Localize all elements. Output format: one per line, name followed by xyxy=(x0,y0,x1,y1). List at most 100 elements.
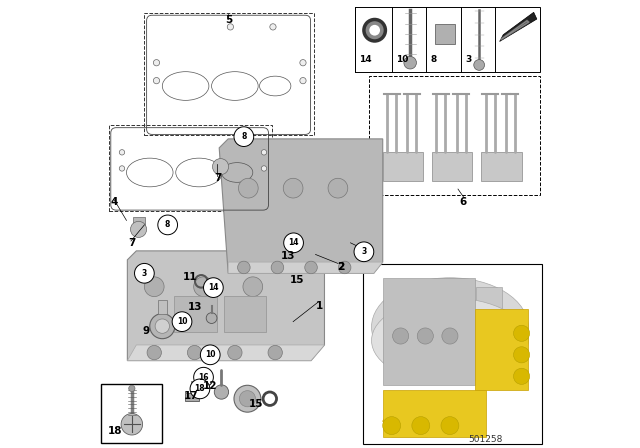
Bar xyxy=(446,287,472,363)
Circle shape xyxy=(134,263,154,283)
Circle shape xyxy=(158,215,177,235)
Circle shape xyxy=(154,78,159,84)
Polygon shape xyxy=(500,20,529,40)
Circle shape xyxy=(131,221,147,237)
Text: 7: 7 xyxy=(128,238,136,248)
Text: 15: 15 xyxy=(289,275,304,285)
Circle shape xyxy=(234,385,261,412)
Bar xyxy=(223,296,266,332)
Circle shape xyxy=(261,166,267,171)
Circle shape xyxy=(194,367,213,387)
Text: 3: 3 xyxy=(361,247,367,256)
Circle shape xyxy=(200,345,220,365)
Bar xyxy=(415,287,442,363)
Circle shape xyxy=(271,261,284,274)
Text: 4: 4 xyxy=(110,198,118,207)
Circle shape xyxy=(119,150,125,155)
Circle shape xyxy=(284,178,303,198)
Text: 17: 17 xyxy=(184,392,199,401)
Circle shape xyxy=(188,345,202,360)
Bar xyxy=(432,152,472,181)
Circle shape xyxy=(145,277,164,297)
Polygon shape xyxy=(228,262,383,273)
Text: 14: 14 xyxy=(208,283,219,292)
Ellipse shape xyxy=(371,278,528,376)
Circle shape xyxy=(239,178,258,198)
Bar xyxy=(355,7,540,72)
Circle shape xyxy=(284,233,303,253)
Text: 14: 14 xyxy=(288,238,299,247)
Circle shape xyxy=(243,277,262,297)
Circle shape xyxy=(474,60,484,70)
Polygon shape xyxy=(127,345,324,361)
Circle shape xyxy=(206,313,217,323)
Text: 10: 10 xyxy=(177,317,188,326)
Polygon shape xyxy=(219,139,383,273)
Text: 8: 8 xyxy=(431,55,437,64)
Circle shape xyxy=(172,312,192,332)
Circle shape xyxy=(513,347,530,363)
Bar xyxy=(369,76,540,195)
Bar xyxy=(132,217,145,229)
Circle shape xyxy=(300,78,306,84)
Bar xyxy=(362,264,541,444)
Text: 13: 13 xyxy=(188,302,203,312)
Text: 3: 3 xyxy=(465,55,472,64)
Bar xyxy=(101,384,163,443)
Circle shape xyxy=(412,417,430,435)
Circle shape xyxy=(364,19,385,41)
Circle shape xyxy=(300,60,306,66)
Circle shape xyxy=(194,277,213,297)
Text: 1: 1 xyxy=(316,301,323,310)
Circle shape xyxy=(155,319,170,333)
Bar xyxy=(385,287,411,363)
Circle shape xyxy=(204,278,223,297)
Circle shape xyxy=(270,24,276,30)
Circle shape xyxy=(369,25,380,36)
Circle shape xyxy=(328,178,348,198)
Text: 18: 18 xyxy=(195,384,205,393)
Circle shape xyxy=(234,127,253,146)
Circle shape xyxy=(404,56,417,69)
Circle shape xyxy=(383,417,401,435)
Circle shape xyxy=(129,385,135,392)
Text: 16: 16 xyxy=(198,373,209,382)
Polygon shape xyxy=(127,251,324,361)
Text: 11: 11 xyxy=(183,272,197,282)
Bar xyxy=(158,300,167,314)
Text: 8: 8 xyxy=(165,220,170,229)
Text: 13: 13 xyxy=(280,251,295,261)
Text: 15: 15 xyxy=(249,399,264,409)
Bar xyxy=(476,287,502,363)
Circle shape xyxy=(147,345,161,360)
Text: 10: 10 xyxy=(396,55,408,64)
Text: 10: 10 xyxy=(205,350,216,359)
Bar xyxy=(383,390,486,437)
Circle shape xyxy=(119,166,125,171)
Bar xyxy=(383,152,423,181)
Ellipse shape xyxy=(371,298,528,383)
Circle shape xyxy=(442,328,458,344)
Circle shape xyxy=(513,368,530,384)
Text: 9: 9 xyxy=(143,326,150,336)
Circle shape xyxy=(228,345,242,360)
Circle shape xyxy=(150,314,175,339)
Circle shape xyxy=(239,391,255,407)
Text: 12: 12 xyxy=(203,381,218,391)
Text: 18: 18 xyxy=(108,426,122,435)
Circle shape xyxy=(441,417,459,435)
Circle shape xyxy=(212,159,228,175)
Circle shape xyxy=(214,385,228,399)
Circle shape xyxy=(227,24,234,30)
Bar xyxy=(185,393,199,401)
Bar xyxy=(145,13,314,135)
Bar xyxy=(474,309,528,390)
Text: 14: 14 xyxy=(360,55,372,64)
Circle shape xyxy=(261,150,267,155)
Text: 2: 2 xyxy=(337,262,345,271)
Bar xyxy=(383,278,475,385)
Circle shape xyxy=(417,328,433,344)
Text: 3: 3 xyxy=(141,269,147,278)
Polygon shape xyxy=(500,13,537,41)
Text: 5: 5 xyxy=(225,15,233,25)
